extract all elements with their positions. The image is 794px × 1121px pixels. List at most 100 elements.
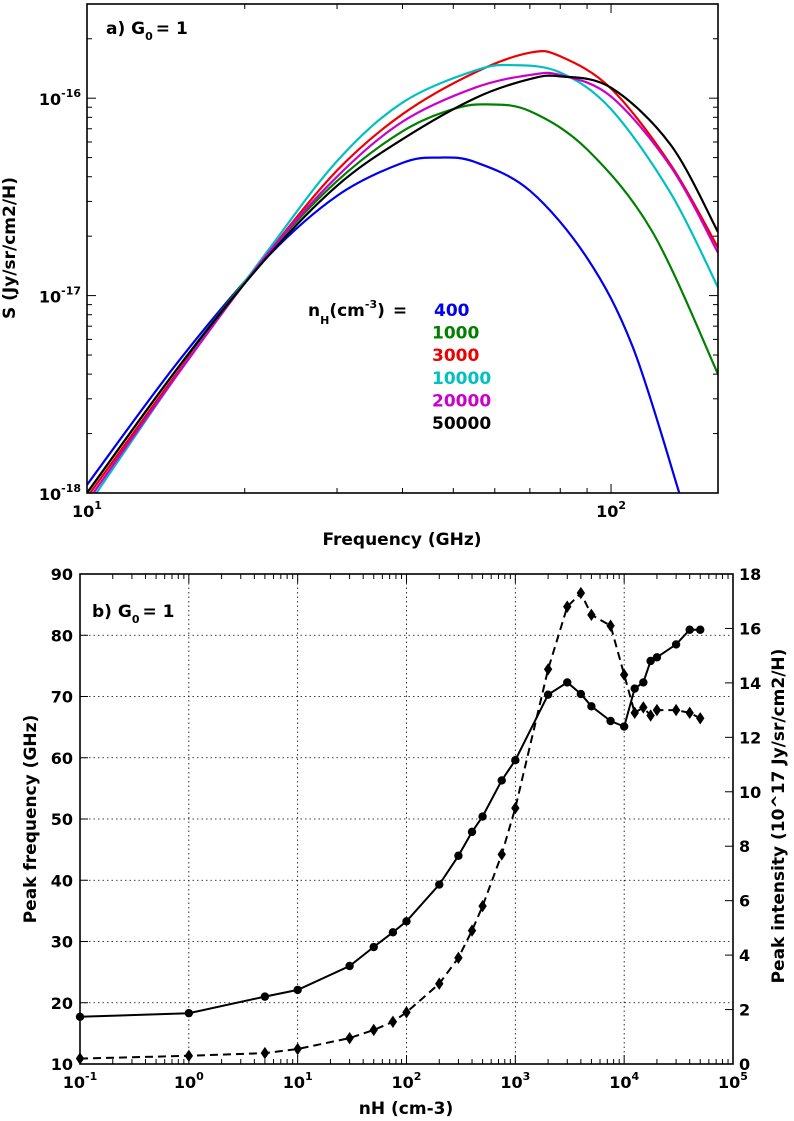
- peak-intensity-point: [606, 619, 615, 632]
- peak-intensity-point: [543, 663, 553, 676]
- peak-frequency-point: [619, 722, 629, 731]
- peak-intensity-point: [646, 709, 655, 722]
- panel-a-ylabel: S (Jy/sr/cm2/H): [0, 177, 20, 319]
- panel-b-ylabel-right: Peak intensity (10^17 Jy/sr/cm2/H): [769, 649, 789, 984]
- peak-frequency-point: [576, 689, 586, 699]
- b-xtick-label: 105: [718, 1070, 748, 1092]
- peak-frequency-point: [497, 776, 506, 785]
- peak-frequency-point: [260, 992, 270, 1001]
- b-ytick-label-right: 4: [739, 946, 750, 965]
- panel-b-ticks: 10-1 100 101 102 103 104 105102030405060708090…: [51, 565, 762, 1092]
- peak-intensity-point: [260, 1046, 270, 1060]
- peak-intensity-point: [671, 703, 681, 717]
- peak-frequency-point: [467, 827, 477, 837]
- peak-frequency-point: [388, 928, 398, 937]
- b-ytick-label-left: 60: [51, 749, 73, 768]
- b-xtick-label: 102: [392, 1070, 422, 1092]
- panel-b-series: [75, 586, 705, 1065]
- panel-a-label: a) G0 = 1: [106, 19, 188, 43]
- a-xtick-label: 102: [596, 499, 626, 521]
- panel-a-curves: [87, 49, 718, 493]
- spectrum-line-50000: [87, 74, 718, 493]
- a-xtick-label: 101: [72, 499, 102, 521]
- b-ytick-label-right: 10: [739, 783, 761, 802]
- a-ytick-label: 10-17: [39, 285, 81, 307]
- peak-intensity-point: [630, 706, 639, 720]
- b-xtick-label: 103: [500, 1070, 530, 1092]
- b-ytick-label-left: 70: [51, 688, 73, 707]
- peak-frequency-point: [671, 640, 681, 649]
- b-ytick-label-right: 6: [739, 892, 750, 911]
- b-xtick-label: 10-1: [63, 1070, 98, 1092]
- peak-intensity-point: [563, 600, 572, 613]
- peak-frequency-point: [587, 702, 596, 711]
- b-ytick-label-right: 14: [739, 674, 761, 693]
- peak-intensity-point: [652, 703, 662, 717]
- legend-entry-3000: 3000: [432, 346, 479, 366]
- panel-b-ylabel-left: Peak frequency (GHz): [21, 715, 41, 924]
- peak-intensity-point: [293, 1042, 302, 1056]
- spectrum-line-20000: [92, 71, 718, 493]
- b-ytick-label-right: 16: [739, 619, 761, 638]
- peak-intensity-point: [619, 668, 629, 681]
- peak-frequency-point: [478, 812, 487, 821]
- peak-intensity-point: [369, 1023, 378, 1037]
- peak-intensity-point: [685, 706, 694, 720]
- legend-title: nH(cm-3) =: [308, 298, 407, 327]
- peak-intensity-point: [435, 977, 444, 990]
- b-ytick-label-left: 40: [51, 871, 73, 890]
- peak-intensity-point: [454, 951, 463, 965]
- b-ytick-label-left: 80: [51, 626, 73, 645]
- peak-frequency-point: [646, 656, 655, 666]
- a-ytick-label: 10-16: [39, 87, 81, 109]
- peak-frequency-point: [511, 756, 520, 765]
- peak-frequency-point: [402, 917, 411, 926]
- b-xtick-label: 101: [283, 1070, 313, 1092]
- peak-intensity-point: [497, 848, 506, 861]
- panel-a-spectra: 101 102 10-18 10-17 10-16 a) G0 = 1 Frequency…: [0, 3, 719, 550]
- b-ytick-label-right: 12: [739, 728, 761, 747]
- panel-b-label: b) G0 = 1: [92, 602, 175, 626]
- panel-a-xlabel: Frequency (GHz): [322, 530, 481, 550]
- peak-frequency-point: [454, 851, 463, 860]
- b-ytick-label-left: 30: [51, 933, 73, 952]
- panel-b-peaks: 10-1 100 101 102 103 104 105102030405060708090…: [21, 565, 789, 1119]
- peak-frequency-point: [685, 625, 694, 634]
- panel-b-xlabel: nH (cm-3): [359, 1099, 453, 1119]
- panel-a-frame: [86, 3, 719, 494]
- peak-frequency-point: [639, 678, 648, 687]
- peak-intensity-point: [402, 1006, 411, 1019]
- peak-intensity-point: [511, 801, 520, 815]
- peak-frequency-point: [563, 678, 572, 687]
- peak-frequency-point: [369, 942, 378, 952]
- peak-frequency-point: [696, 625, 705, 634]
- peak-intensity-point: [576, 586, 586, 600]
- spectrum-line-3000: [88, 49, 718, 493]
- peak-intensity-point: [478, 899, 487, 913]
- peak-frequency-point: [435, 880, 444, 889]
- peak-frequency-point: [606, 716, 615, 726]
- b-ytick-label-left: 50: [51, 810, 73, 829]
- a-ytick-label: 10-18: [39, 482, 81, 504]
- b-ytick-label-right: 18: [739, 565, 761, 584]
- b-ytick-label-right: 0: [739, 1055, 750, 1074]
- legend-entry-10000: 10000: [432, 369, 491, 389]
- panel-a-ticks: 101 102 10-18 10-17 10-16: [39, 3, 718, 521]
- b-ytick-label-left: 90: [51, 565, 73, 584]
- peak-intensity-point: [639, 701, 648, 714]
- b-ytick-label-right: 2: [739, 1001, 750, 1020]
- legend-entry-20000: 20000: [432, 391, 491, 411]
- legend-entry-400: 400: [434, 301, 470, 321]
- spectrum-line-400: [87, 156, 681, 493]
- peak-frequency-point: [345, 961, 354, 971]
- peak-frequency-point: [293, 985, 302, 995]
- peak-intensity-line: [79, 591, 701, 1060]
- peak-intensity-point: [587, 608, 596, 622]
- peak-frequency-point: [184, 1008, 194, 1018]
- peak-frequency-point: [652, 653, 662, 662]
- peak-intensity-point: [696, 712, 705, 725]
- panel-b-grid: [79, 573, 734, 1065]
- b-ytick-label-right: 8: [739, 837, 750, 856]
